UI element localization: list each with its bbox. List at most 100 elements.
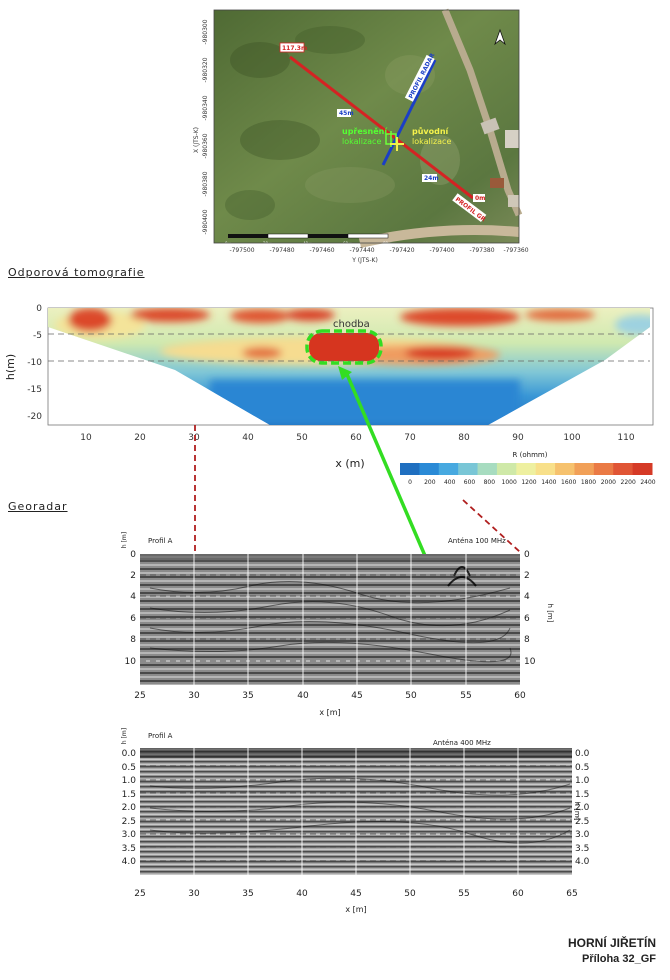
svg-text:50: 50 — [404, 889, 416, 899]
colorbar-tick-label: 400 — [444, 479, 456, 486]
colorbar-title: R (ohmm) — [513, 451, 548, 459]
map-ylabel: X (JTS-K) — [193, 127, 200, 153]
svg-text:30: 30 — [188, 691, 200, 701]
svg-text:60: 60 — [350, 433, 362, 443]
svg-text:-797500: -797500 — [229, 247, 254, 254]
colorbar-tick-label: 1800 — [581, 479, 596, 486]
svg-text:2.5: 2.5 — [575, 817, 589, 827]
gpr100-ylabel-right: h [m] — [546, 604, 554, 623]
svg-text:40: 40 — [297, 691, 309, 701]
building — [508, 195, 519, 207]
map-x-ticks: -797500 -797480 -797460 -797440 -797420 … — [229, 247, 528, 254]
svg-text:-980320: -980320 — [202, 57, 209, 82]
gpr100-svg: Profil A Anténa 100 MHz h [m] h [m] 0 2 … — [121, 532, 554, 717]
svg-text:10: 10 — [125, 657, 137, 667]
gpr100-y-ticks-left: 0 2 4 6 8 10 — [125, 550, 137, 667]
svg-text:0: 0 — [524, 550, 530, 560]
ert-xlabel: x (m) — [335, 457, 364, 470]
colorbar — [400, 463, 653, 475]
map-frame — [213, 9, 520, 244]
svg-text:25: 25 — [134, 889, 145, 899]
label-original-1: původní — [412, 126, 450, 136]
svg-text:100: 100 — [563, 433, 580, 443]
svg-text:-980360: -980360 — [202, 133, 209, 158]
gpr100-y-ticks-right: 0 2 4 6 8 10 — [524, 550, 536, 667]
building — [480, 117, 500, 135]
colorbar-tick-label: 200 — [424, 479, 436, 486]
gpr100-ylabel-left: h [m] — [121, 532, 128, 548]
original-location-marker — [390, 137, 404, 151]
colorbar-tick-label: 800 — [484, 479, 496, 486]
svg-text:30: 30 — [188, 889, 200, 899]
ert-ylabel: h(m) — [4, 354, 17, 380]
colorbar-cell — [535, 463, 556, 475]
svg-text:70: 70 — [404, 433, 416, 443]
svg-text:55: 55 — [458, 889, 469, 899]
svg-text:4.0: 4.0 — [575, 857, 590, 867]
svg-text:2: 2 — [524, 571, 530, 581]
svg-text:3.0: 3.0 — [575, 830, 590, 840]
gpr100-depth-lines — [140, 574, 520, 662]
gpr100-vert-lines — [193, 554, 467, 685]
colorbar-cell — [477, 463, 498, 475]
colorbar-tick-label: 1400 — [541, 479, 556, 486]
svg-text:60m: 60m — [343, 241, 352, 246]
svg-text:20: 20 — [134, 433, 146, 443]
cavity-label: chodba — [333, 319, 370, 330]
gpr400-y-ticks-left: 0.0 0.5 1.0 1.5 2.0 2.5 3.0 3.5 4.0 — [122, 749, 137, 867]
section-title-ert: Odporová tomografie — [8, 266, 145, 279]
svg-text:4: 4 — [130, 592, 136, 602]
svg-text:-797420: -797420 — [389, 247, 414, 254]
section-title-gpr: Georadar — [8, 500, 68, 513]
ert-panel: chodba 0 -5 -10 -15 -20 h(m) 10 20 30 40… — [0, 295, 670, 490]
colorbar-cell — [400, 463, 420, 475]
colorbar-cell — [516, 463, 537, 475]
cavity-anomaly — [309, 333, 379, 361]
svg-text:6: 6 — [130, 614, 136, 624]
colorbar-ticks: 0 200 400 600 800 1000 1200 1400 1600 1800 2000 220… — [408, 479, 656, 486]
gpr100-title: Profil A — [148, 537, 173, 545]
svg-text:1.0: 1.0 — [575, 776, 590, 786]
svg-text:-797360: -797360 — [503, 247, 528, 254]
svg-text:24m: 24m — [424, 175, 439, 182]
svg-text:65: 65 — [566, 889, 577, 899]
profile-radar-line — [381, 59, 437, 166]
colorbar-tick-label: 2200 — [621, 479, 636, 486]
svg-text:2.0: 2.0 — [575, 803, 590, 813]
ert-svg: chodba 0 -5 -10 -15 -20 h(m) 10 20 30 40… — [4, 304, 656, 486]
svg-text:45m: 45m — [339, 110, 354, 117]
svg-text:1.5: 1.5 — [122, 790, 136, 800]
building — [505, 130, 519, 148]
svg-text:0m: 0m — [225, 241, 232, 246]
svg-text:10: 10 — [524, 657, 536, 667]
footer-subtitle: Příloha 32_GF — [582, 953, 656, 965]
profile-gr-line — [289, 55, 474, 200]
colorbar-cell — [632, 463, 653, 475]
svg-text:-980400: -980400 — [202, 209, 209, 234]
gpr400-antenna: Anténa 400 MHz — [433, 739, 491, 747]
svg-text:110: 110 — [617, 433, 634, 443]
gpr400-title: Profil A — [148, 732, 173, 740]
gpr400-vert-lines — [193, 748, 519, 875]
colorbar-tick-label: 2000 — [601, 479, 616, 486]
svg-text:40: 40 — [242, 433, 254, 443]
gpr400-ylabel-left: h [m] — [121, 728, 128, 744]
svg-text:60: 60 — [514, 691, 526, 701]
colorbar-cell — [438, 463, 459, 475]
svg-text:25: 25 — [134, 691, 145, 701]
svg-text:0.5: 0.5 — [122, 763, 136, 773]
building — [490, 178, 504, 188]
colorbar-cell — [496, 463, 517, 475]
svg-text:90: 90 — [512, 433, 524, 443]
path — [358, 225, 520, 248]
svg-text:-10: -10 — [27, 358, 42, 368]
dist-24-tag: 24m — [422, 174, 439, 182]
gpr100-antenna: Anténa 100 MHz — [448, 537, 506, 545]
colorbar-tick-label: 1000 — [502, 479, 517, 486]
svg-text:3.5: 3.5 — [575, 844, 589, 854]
svg-text:50: 50 — [296, 433, 308, 443]
svg-text:45: 45 — [350, 889, 361, 899]
gpr400-panel: Profil A Anténa 400 MHz h [m] h [m] 0.0 … — [110, 726, 590, 921]
gpr400-y-ticks-right: 0.0 0.5 1.0 1.5 2.0 2.5 3.0 3.5 4.0 — [575, 749, 590, 867]
svg-text:-797380: -797380 — [469, 247, 494, 254]
